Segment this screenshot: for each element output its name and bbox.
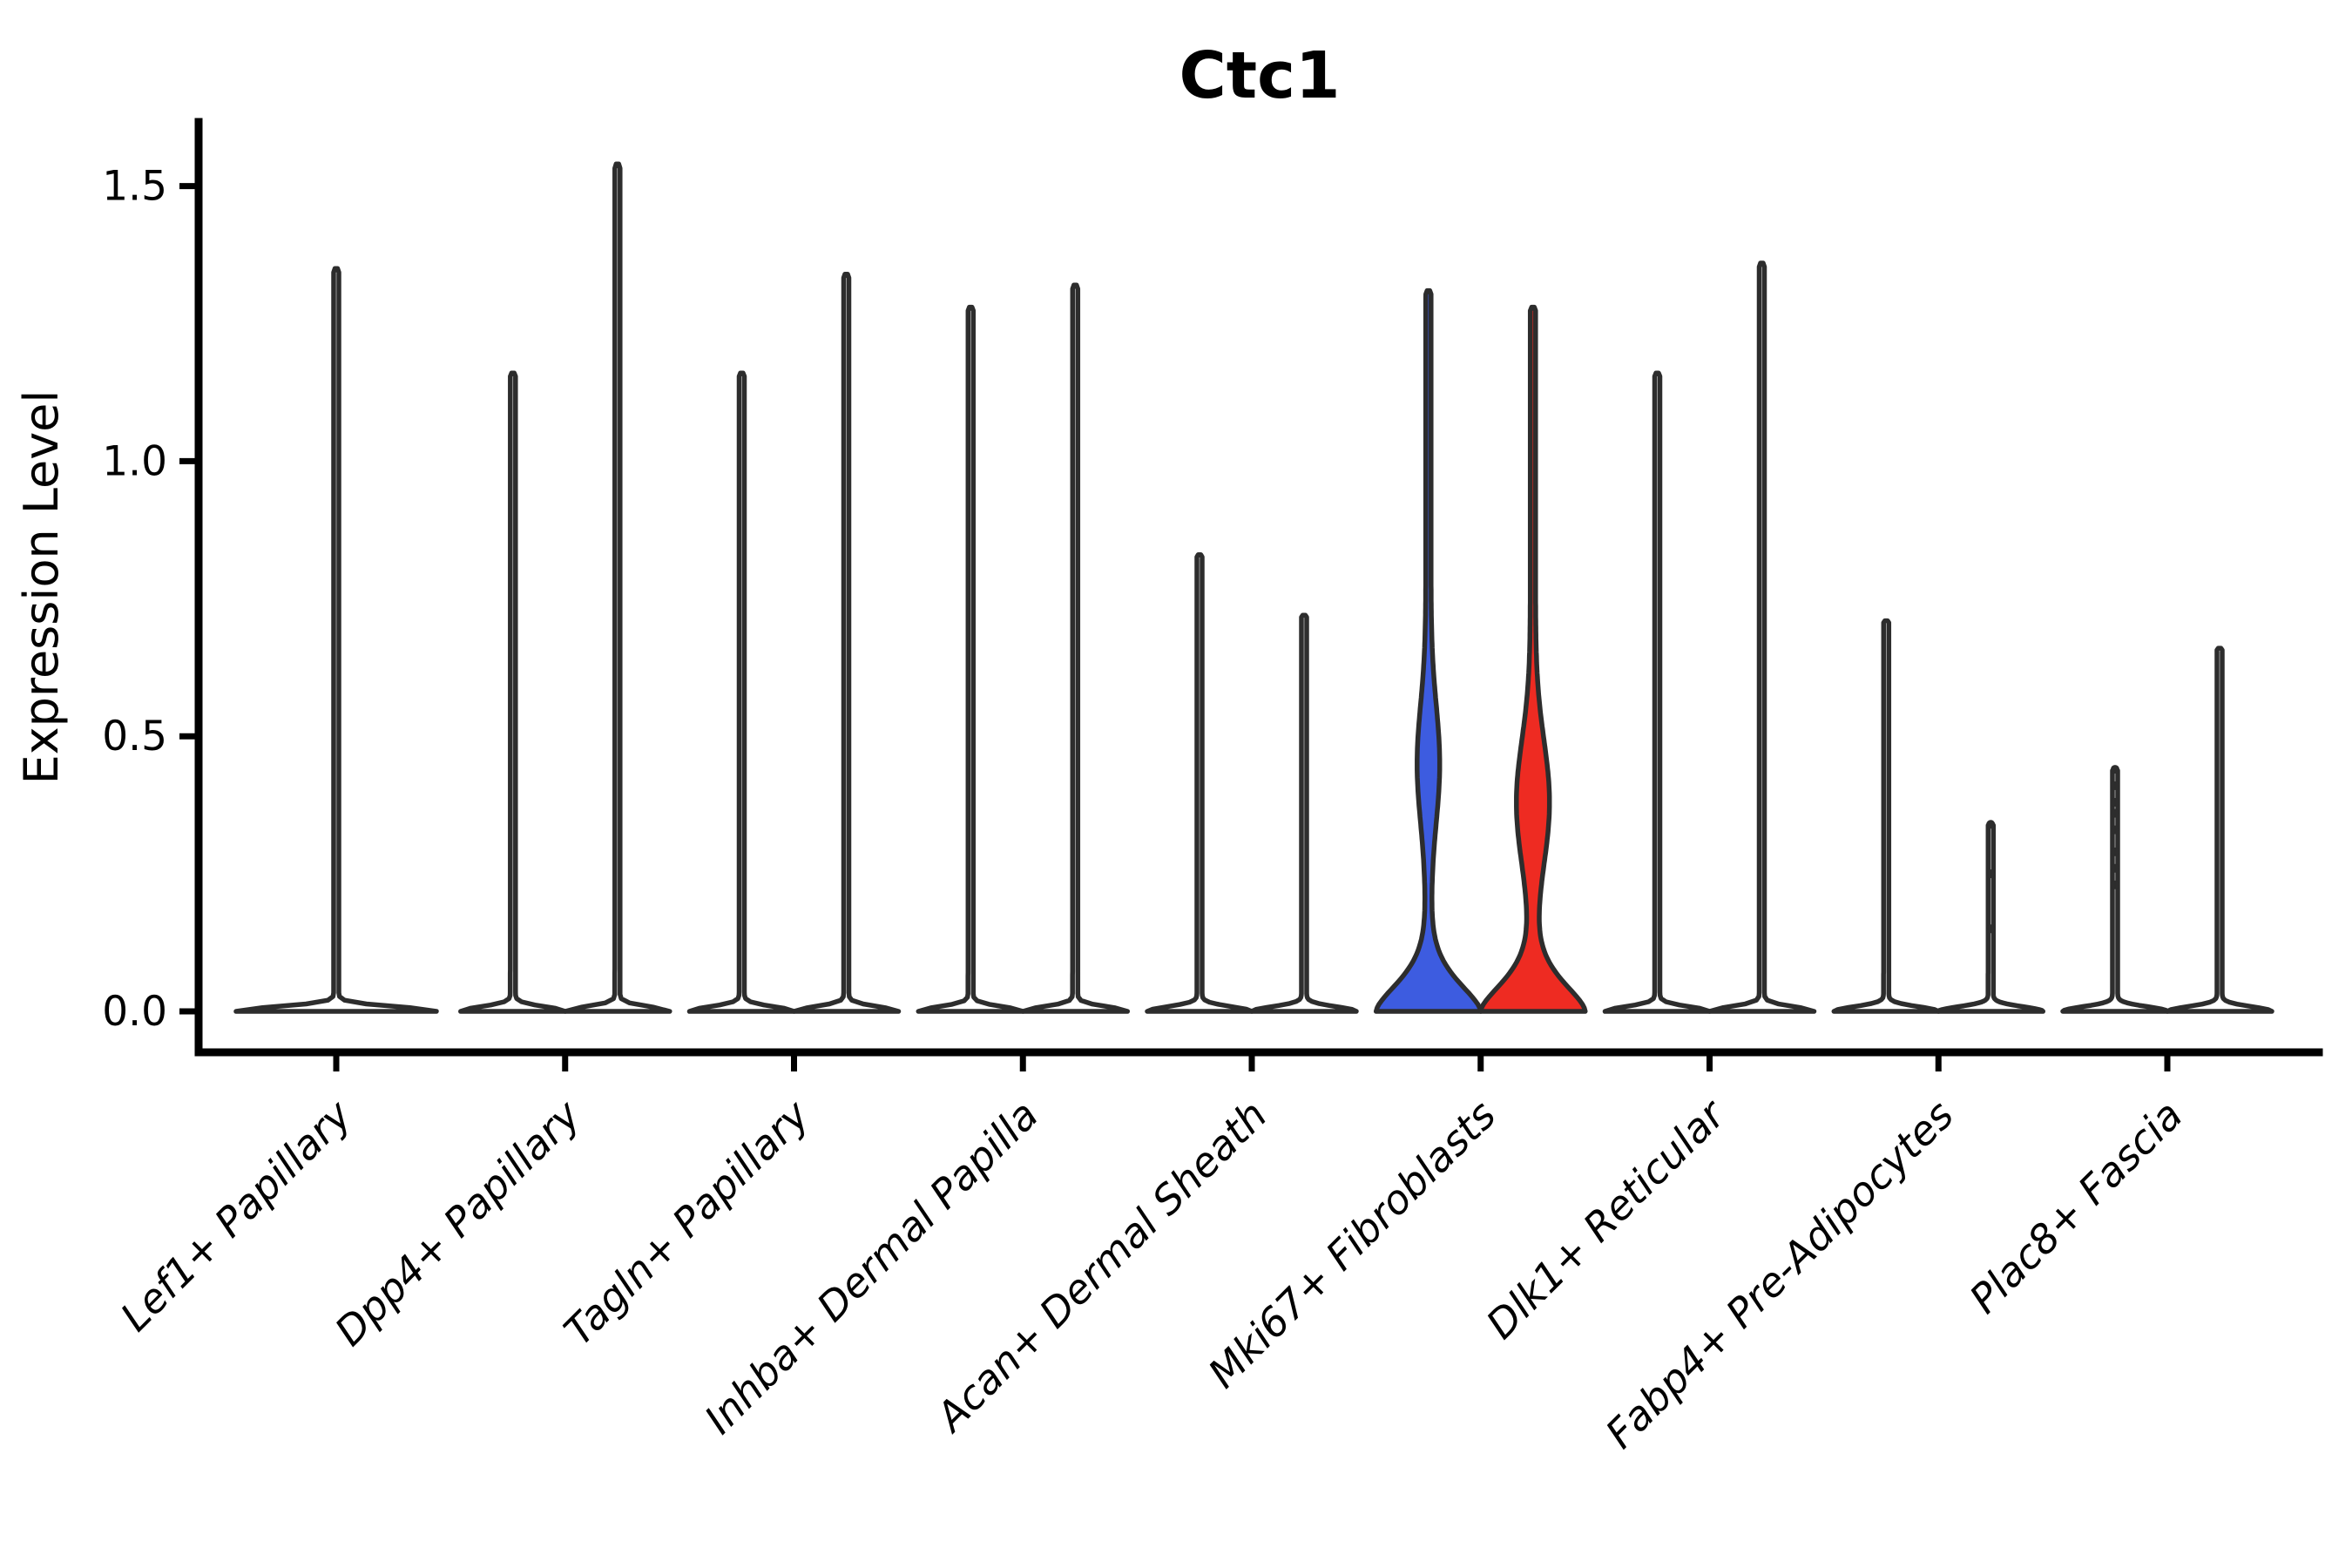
y-tick-label: 0.0 (102, 988, 167, 1036)
violins (233, 161, 2274, 1014)
x-tick-label: Plac8+ Fascia (1960, 1092, 2191, 1322)
violin-plac8-right (2165, 645, 2274, 1014)
expression-point (2111, 847, 2119, 856)
x-tick-label: Dpp4+ Papillary (326, 1091, 590, 1355)
expression-point (1986, 924, 1996, 934)
violin-acan-left (1145, 552, 1254, 1014)
expression-point (2111, 797, 2119, 807)
y-tick-label: 1.5 (102, 163, 167, 211)
violin-inhba-left (916, 304, 1026, 1014)
expression-point (2111, 781, 2119, 791)
violin-fabp4-right (1936, 821, 2046, 1014)
chart-title: Ctc1 (1179, 38, 1340, 113)
expression-point (2111, 808, 2119, 818)
violin-acan-right (1249, 612, 1359, 1014)
expression-point (1986, 869, 1996, 879)
x-tick-label: Dlk1+ Reticular (1477, 1089, 1736, 1348)
x-tick-label: Tagln+ Papillary (555, 1091, 819, 1355)
x-tick-label: Lef1+ Papillary (112, 1091, 361, 1340)
expression-point (2111, 825, 2119, 835)
expression-point (2111, 765, 2119, 774)
axes (179, 118, 2323, 1071)
violin-lef1-center (233, 266, 439, 1014)
expression-point (1986, 820, 1996, 829)
violin-mki67-right (1477, 304, 1588, 1014)
y-tick-label: 1.0 (102, 437, 167, 485)
violin-tagln-left (686, 370, 797, 1014)
violin-dlk1-right (1707, 260, 1817, 1014)
violin-dpp4-left (458, 370, 568, 1014)
violin-dpp4-right (563, 161, 672, 1014)
violin-inhba-right (1020, 282, 1131, 1014)
violin-mki67-left (1373, 287, 1484, 1014)
violin-dlk1-left (1602, 370, 1713, 1014)
expression-point (2111, 863, 2119, 873)
expression-point (2111, 880, 2119, 889)
violin-fabp4-left (1831, 618, 1942, 1014)
y-axis-title: Expression Level (14, 390, 69, 785)
y-tick-label: 0.5 (102, 713, 167, 760)
violin-tagln-right (791, 271, 902, 1014)
